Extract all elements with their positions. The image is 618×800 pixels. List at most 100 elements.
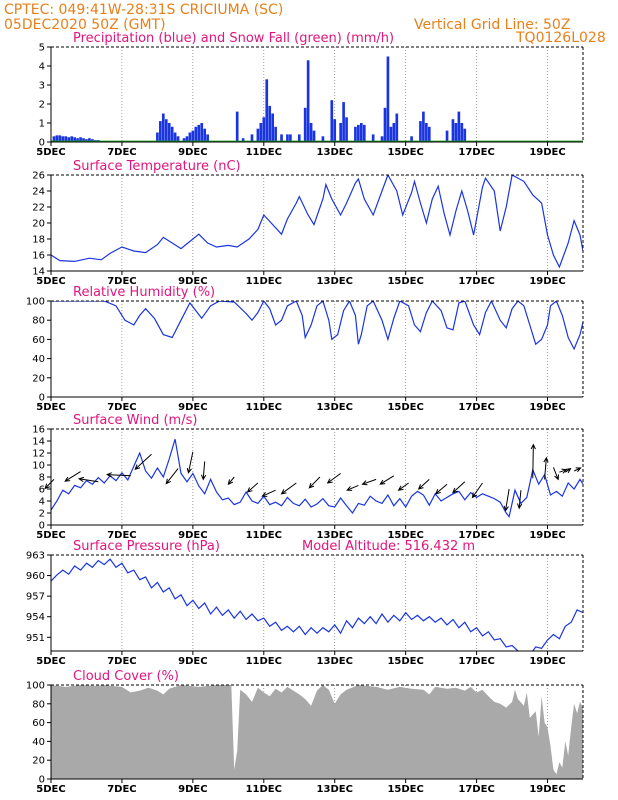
precip-bar [182, 138, 186, 142]
wind-data [51, 439, 583, 518]
precip-bar [451, 119, 455, 142]
wind-ytick-label: 14 [32, 437, 45, 448]
cloud-xtick-label: 17DEC [458, 784, 494, 795]
precip-bar [395, 113, 399, 142]
precip-bar [454, 123, 458, 142]
wind-title: Surface Wind (m/s) [73, 413, 197, 428]
wind-arrow [516, 490, 523, 510]
header-code: TQ0126L028 [515, 30, 606, 46]
rh-title: Relative Humidity (%) [73, 285, 215, 300]
precip-bar [289, 134, 292, 142]
precip-bar [52, 136, 56, 142]
temp-data [51, 175, 583, 269]
precip-bar [303, 107, 307, 142]
precip-bar [380, 136, 384, 142]
rh-data [51, 301, 583, 351]
pressure-panel: 951 954 957 960 963 5DEC 7DEC 9DEC 11DEC 13DEC 15D… [26, 539, 584, 667]
cloud-xtick-label: 19DEC [529, 784, 565, 795]
precip-bar [82, 138, 85, 142]
precip-bar [76, 138, 79, 142]
pressure-ytick-label: 963 [26, 551, 45, 562]
precip-bar [342, 102, 345, 142]
precip-bar [73, 137, 76, 142]
pressure-ytick-label: 957 [26, 592, 45, 603]
wind-arrow [452, 481, 466, 494]
precip-xtick-label: 11DEC [246, 147, 282, 158]
precip-bar [206, 134, 209, 142]
precip-bar [79, 137, 82, 142]
wind-ytick-label: 8 [39, 473, 45, 484]
precip-bar [354, 126, 357, 142]
precip-bar [345, 117, 348, 142]
precip-bar [185, 136, 189, 142]
wind-arrow [434, 483, 448, 495]
pressure-xtick-label: 9DEC [178, 656, 207, 667]
header-grid-note: Vertical Grid Line: 50Z [414, 17, 570, 33]
temp-ytick-label: 24 [32, 187, 45, 198]
pressure-xtick-label: 5DEC [36, 656, 65, 667]
precip-xtick-label: 13DEC [317, 147, 353, 158]
precip-bar [422, 111, 425, 142]
temp-xtick-label: 19DEC [529, 276, 565, 287]
cloud-data [51, 685, 583, 779]
pressure-title: Surface Pressure (hPa) [73, 539, 220, 554]
cloud-area [51, 685, 583, 779]
precip-bar [256, 128, 260, 142]
rh-xtick-label: 9DEC [178, 402, 207, 413]
wind-xtick-label: 15DEC [387, 530, 423, 541]
precip-bar [241, 138, 245, 142]
wind-arrow [106, 472, 131, 478]
pressure-xtick-label: 17DEC [458, 656, 494, 667]
cloud-panel: 0 20 40 60 80 100 5DEC 7DEC 9DEC 11DEC 13DEC 15DEC 1… [26, 669, 584, 795]
precip-panel: 0 1 2 3 4 5 5DEC 7DEC 9DEC 11DEC 13DEC 15DEC 17DEC 19… [36, 30, 605, 158]
cloud-xtick-label: 9DEC [178, 784, 207, 795]
rh-xtick-label: 19DEC [529, 402, 565, 413]
precip-bar [427, 126, 431, 142]
temp-ytick-label: 20 [32, 219, 45, 230]
wind-arrow [200, 461, 207, 481]
precip-bar [55, 135, 59, 142]
wind-arrow [326, 472, 341, 484]
precip-xtick-label: 5DEC [36, 147, 65, 158]
wind-xtick-label: 5DEC [36, 530, 65, 541]
precip-xtick-label: 17DEC [458, 147, 494, 158]
precip-bar [70, 136, 74, 142]
precip-bar [410, 136, 413, 142]
precip-bar [191, 130, 195, 142]
precip-xtick-label: 9DEC [178, 147, 207, 158]
precip-bar [159, 121, 162, 142]
temp-xtick-label: 17DEC [458, 276, 494, 287]
pressure-xtick-label: 11DEC [246, 656, 282, 667]
precip-bar [389, 126, 393, 142]
cloud-xtick-label: 11DEC [246, 784, 282, 795]
cloud-ytick-label: 80 [32, 699, 45, 710]
rh-line [51, 301, 583, 351]
cloud-ytick-label: 0 [39, 775, 45, 786]
rh-ytick-label: 20 [32, 373, 45, 384]
precip-bar [362, 124, 366, 142]
precip-bar [200, 123, 204, 142]
wind-arrow [261, 489, 276, 497]
pressure-ytick-label: 951 [26, 633, 45, 644]
wind-arrow [246, 482, 259, 493]
wind-vectors [44, 443, 582, 512]
precip-bar [259, 123, 263, 142]
wind-arrow [552, 467, 560, 481]
cloud-xtick-label: 5DEC [36, 784, 65, 795]
precip-data [51, 56, 583, 142]
precip-bar [67, 137, 71, 142]
precip-bar [203, 128, 207, 142]
wind-arrow [165, 468, 179, 485]
precip-bar [321, 136, 325, 142]
temp-ytick-label: 18 [32, 235, 45, 246]
precip-bar [312, 130, 316, 142]
precip-bar [274, 126, 277, 142]
wind-ytick-label: 12 [32, 449, 45, 460]
cloud-ytick-label: 20 [32, 756, 45, 767]
temp-xtick-label: 11DEC [246, 276, 282, 287]
temp-panel: 14 16 18 20 22 24 26 5DEC 7DEC 9DEC 11DEC 13DEC 15DE… [32, 159, 584, 287]
temp-ytick-label: 16 [32, 251, 45, 262]
wind-arrow [503, 488, 510, 512]
